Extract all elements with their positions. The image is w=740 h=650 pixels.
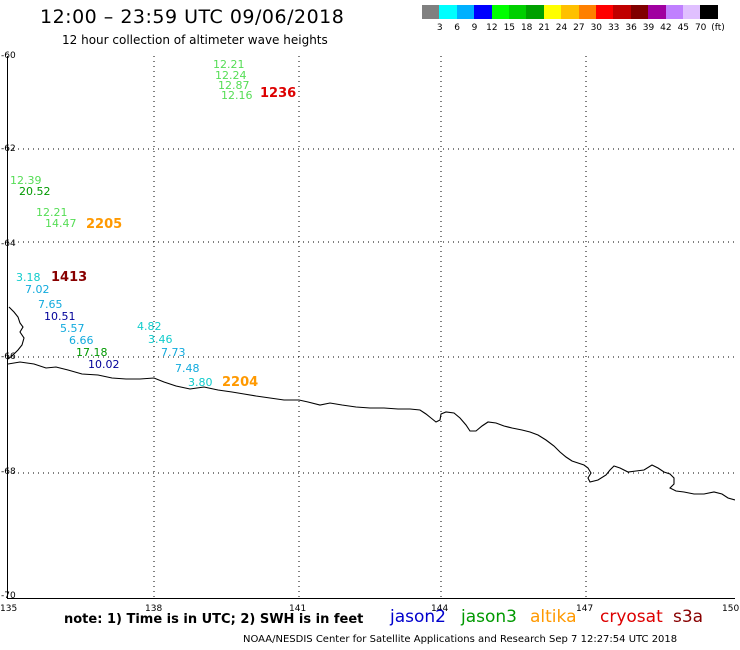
legend-label: 70 [694,23,707,33]
legend-label: 33 [607,23,620,33]
satellite-cryosat: cryosat [600,607,663,627]
lat-label: -64 [1,239,16,249]
wave-height-value: 7.73 [161,346,186,359]
lat-label: -60 [1,51,16,61]
legend-label: 6 [454,23,460,33]
legend-label: 30 [590,23,603,33]
legend-swatch [422,5,440,19]
wave-height-value: 10.51 [44,310,76,323]
wave-height-value: 10.02 [88,358,120,371]
lon-label: 135 [0,604,18,614]
legend-label: 21 [538,23,550,33]
wave-height-value: 5.57 [60,322,85,335]
pass-time-label: 1236 [260,86,297,101]
satellite-jason2: jason2 [390,607,446,627]
wave-height-value: 7.48 [175,362,200,375]
legend-swatch [474,5,492,19]
legend-label: 12 [486,23,498,33]
wave-height-value: 12.24 [215,69,247,82]
wave-height-value: 3.80 [188,376,213,389]
legend-label: 9 [471,23,478,33]
legend-label: 3 [436,23,443,33]
lon-label: 141 [289,604,307,614]
pass-time-label: 1413 [51,270,88,285]
antarctic-coastline [8,306,735,501]
map-plot-area [7,56,735,599]
wave-height-value: 20.52 [19,185,51,198]
legend-label: 45 [677,23,690,33]
satellite-jason3: jason3 [461,607,517,627]
wave-height-value: 12.21 [36,206,68,219]
wave-height-value: 12.39 [10,174,42,187]
lat-label: -70 [1,591,16,601]
legend-swatch [700,5,718,19]
legend-swatch [613,5,631,19]
wave-height-value: 4.82 [137,320,162,333]
pass-time-label: 2204 [222,375,259,390]
satellite-s3a: s3a [673,607,704,627]
legend-label: 24 [555,23,568,33]
legend-swatch [596,5,614,19]
lat-label: -62 [1,144,16,154]
wave-height-value: 12.21 [213,58,245,71]
legend-swatch [509,5,527,19]
wave-height-value: 12.87 [218,79,250,92]
legend-swatch [683,5,701,19]
legend-label: 42 [660,23,672,33]
legend-label: 18 [520,23,533,33]
wave-height-value: 6.66 [69,334,94,347]
wave-height-value: 14.47 [45,217,77,230]
map-canvas [8,56,735,598]
legend-label: 15 [503,23,516,33]
lat-label: -66 [1,352,16,362]
wave-height-value: 3.18 [16,271,41,284]
wave-height-value: 3.46 [148,333,173,346]
legend-label: 27 [573,23,585,33]
legend-label: 39 [642,23,655,33]
lon-label: 138 [145,604,163,614]
footer-note: note: 1) Time is in UTC; 2) SWH is in fe… [64,612,364,627]
legend-swatch [665,5,683,19]
legend-unit: (ft) [711,23,725,33]
wave-height-value: 7.02 [25,283,50,296]
satellite-altika: altika [530,607,577,627]
wave-height-value: 12.16 [221,89,253,102]
legend-swatch [648,5,666,19]
legend-swatch [456,5,475,19]
graticule [8,56,735,598]
map-subtitle: 12 hour collection of altimeter wave hei… [62,33,328,47]
legend-label: 36 [625,23,637,33]
lon-label: 144 [431,604,449,614]
lon-label: 150 [722,604,740,614]
legend-swatch [491,5,509,19]
legend-swatch [526,5,544,19]
pass-time-label: 2205 [86,217,123,232]
lat-label: -68 [1,467,16,477]
lon-label: 147 [576,604,594,614]
legend-swatch [630,5,649,19]
map-title: 12:00 – 23:59 UTC 09/06/2018 [40,6,345,28]
legend-swatch [439,5,457,19]
legend-swatch [561,5,579,19]
legend-swatch [578,5,596,19]
credit-line: NOAA/NESDIS Center for Satellite Applica… [243,634,678,645]
wave-height-value: 7.65 [38,298,63,311]
legend-swatch [543,5,562,19]
wave-height-value: 17.18 [76,346,108,359]
